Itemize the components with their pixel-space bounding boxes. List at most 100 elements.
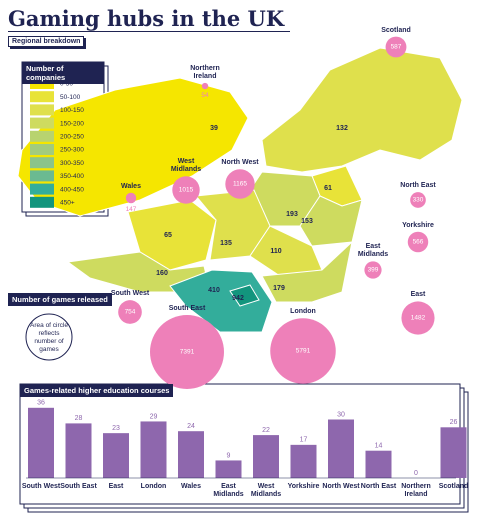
games-circle — [401, 301, 435, 335]
bar — [328, 419, 354, 478]
chart-box — [19, 383, 461, 505]
x-tick-label: South West — [21, 483, 61, 490]
games-value: 54 — [201, 92, 209, 99]
bar-value: 23 — [112, 425, 120, 432]
games-value: 399 — [368, 267, 379, 274]
x-tick-label: East Midlands — [213, 483, 244, 498]
games-circle — [172, 176, 200, 204]
region-companies: 153 — [301, 218, 313, 225]
legend-label: 0-50 — [60, 81, 73, 88]
region-name: Wales — [121, 182, 141, 190]
legend-swatch — [30, 183, 54, 195]
games-note: Area of circle reflects number of games — [30, 322, 68, 353]
games-value: 147 — [126, 206, 137, 213]
title: Gaming hubs in the UK — [8, 6, 291, 32]
region-name: South West — [110, 290, 150, 298]
x-tick-label: West Midlands — [250, 483, 282, 498]
bar — [65, 423, 92, 478]
region-name: Northern Ireland — [190, 64, 220, 80]
chart-title: Games-related higher education courses — [20, 384, 174, 397]
games-circle — [150, 315, 224, 389]
region-name: North West — [221, 159, 259, 167]
bar-value: 29 — [150, 413, 158, 420]
bar — [103, 433, 129, 478]
region-companies: 193 — [286, 211, 298, 218]
x-tick-label: Yorkshire — [287, 483, 320, 490]
x-tick-label: London — [140, 483, 167, 490]
games-circle — [407, 231, 429, 253]
bar-value: 36 — [37, 400, 45, 407]
legend-label: 200-250 — [60, 134, 84, 141]
games-circle — [118, 300, 142, 324]
bar-value: 0 — [414, 470, 418, 477]
region-name: East Midlands — [357, 243, 389, 259]
x-tick-label: North West — [322, 483, 360, 490]
legend-label: 450+ — [60, 200, 75, 207]
region-companies: 110 — [270, 248, 281, 255]
games-value: 1165 — [233, 181, 247, 188]
games-circle — [410, 192, 426, 208]
bar — [215, 460, 242, 478]
games-circle — [125, 192, 137, 204]
region-shape — [249, 225, 323, 277]
bar — [178, 431, 204, 478]
region-companies: 132 — [336, 125, 348, 132]
region-shape — [261, 240, 353, 303]
region-name: Scotland — [381, 26, 411, 34]
bar — [440, 427, 467, 478]
region-companies: 942 — [232, 295, 244, 302]
region-name: East — [410, 291, 426, 299]
legend-label: 300-350 — [60, 160, 84, 167]
legend-label: 250-300 — [60, 147, 84, 154]
games-value: 587 — [391, 44, 402, 51]
games-value: 330 — [413, 197, 424, 204]
legend-label: 100-150 — [60, 107, 84, 114]
bar — [365, 450, 392, 478]
bar-value: 17 — [300, 437, 308, 444]
bar-value: 14 — [375, 443, 383, 450]
legend-label: 50-100 — [60, 94, 81, 101]
legend-swatch — [30, 157, 54, 169]
region-name: South East — [168, 305, 206, 312]
games-circle — [270, 318, 336, 384]
bar-value: 28 — [75, 415, 83, 422]
games-value: 5791 — [296, 348, 311, 355]
games-value: 754 — [125, 309, 136, 316]
x-tick-label: Wales — [181, 483, 201, 490]
games-note-circle — [25, 313, 73, 361]
legend-swatch — [30, 91, 54, 103]
region-name: North East — [400, 182, 436, 190]
x-tick-label: South East — [60, 483, 97, 490]
bar-value: 30 — [337, 411, 345, 418]
games-circle — [225, 169, 255, 199]
region-name: London — [290, 308, 316, 316]
bar — [290, 444, 317, 478]
legend-swatch — [30, 104, 54, 116]
legend-label: 350-400 — [60, 173, 84, 180]
region-companies: 410 — [208, 287, 220, 294]
games-circle — [201, 82, 209, 90]
legend-label: 400-450 — [60, 186, 84, 193]
games-value: 1015 — [179, 187, 194, 194]
games-circle — [385, 36, 407, 58]
bar-value: 24 — [187, 423, 195, 430]
legend-swatch — [30, 144, 54, 155]
x-tick-label: East — [108, 483, 124, 490]
region-name: West Midlands — [170, 158, 202, 174]
legend-label: 150-200 — [60, 120, 84, 127]
region-shape — [169, 269, 273, 333]
subtitle: Regional breakdown — [8, 36, 85, 47]
x-tick-label: Northern Ireland — [401, 483, 431, 498]
region-companies: 179 — [273, 285, 285, 292]
games-value: 1482 — [411, 315, 426, 322]
legend-swatch — [30, 130, 54, 142]
region-companies: 39 — [210, 125, 218, 132]
region-companies: 65 — [164, 232, 172, 239]
region-companies: 61 — [324, 185, 332, 192]
region-shape — [229, 284, 260, 307]
region-companies: 135 — [220, 240, 232, 247]
region-name: Yorkshire — [402, 221, 434, 229]
